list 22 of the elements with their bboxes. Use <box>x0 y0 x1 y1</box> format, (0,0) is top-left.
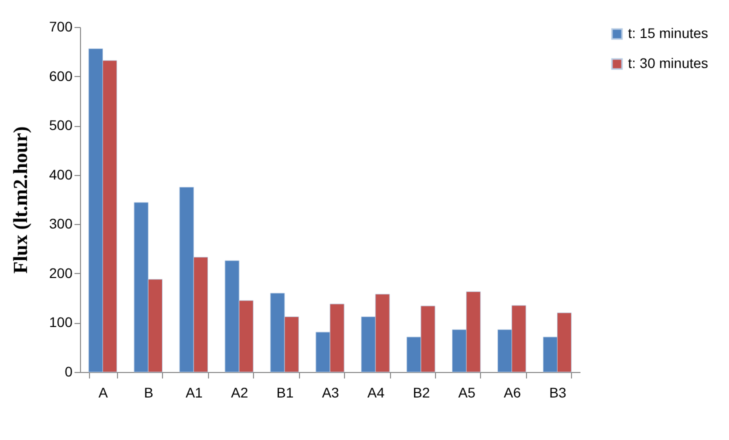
x-tick-label: A6 <box>504 384 522 400</box>
legend-label: t: 15 minutes <box>628 25 708 41</box>
x-tick-label: A4 <box>367 384 385 400</box>
x-tick-label: B1 <box>276 384 294 400</box>
y-axis-title: Flux (lt.m2.hour) <box>10 126 32 274</box>
x-tick-label: B3 <box>549 384 567 400</box>
y-tick-label: 0 <box>64 364 73 380</box>
y-tick-label: 500 <box>49 117 73 134</box>
y-tick-label: 700 <box>49 18 73 34</box>
x-tick-label: B2 <box>412 384 430 400</box>
y-tick-label: 100 <box>49 314 73 330</box>
x-tick-label: A1 <box>186 384 203 400</box>
x-tick-label: A5 <box>458 384 476 400</box>
y-tick-label: 300 <box>49 216 73 232</box>
legend-label: t: 30 minutes <box>628 55 708 71</box>
x-tick-label: B <box>144 384 154 400</box>
y-tick-label: 400 <box>49 166 73 182</box>
y-tick-label: 200 <box>49 264 73 281</box>
x-tick-label: A <box>98 384 109 400</box>
x-tick-label: A3 <box>322 384 340 400</box>
x-tick-label: A2 <box>231 384 248 400</box>
y-tick-label: 600 <box>49 68 73 84</box>
